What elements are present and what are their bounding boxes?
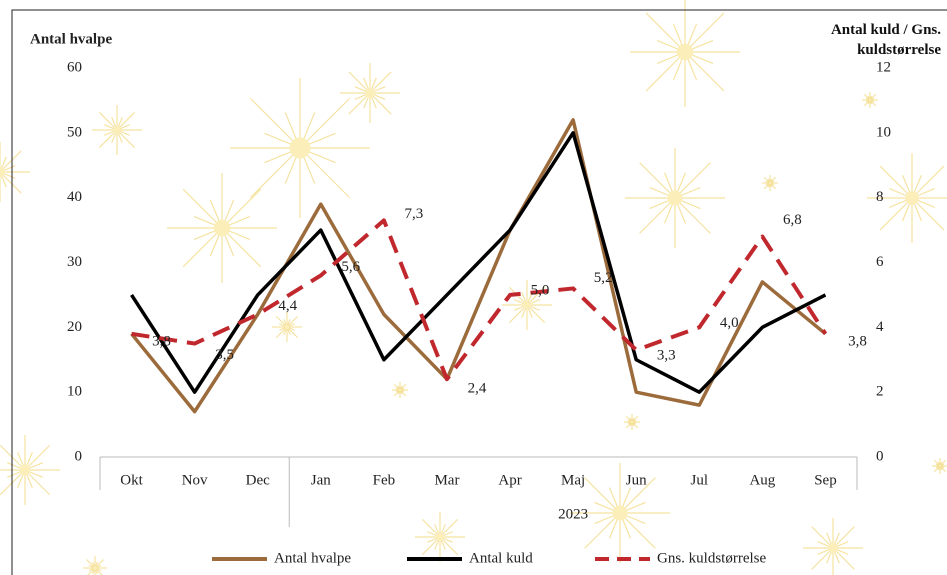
sparkle-core bbox=[869, 99, 871, 101]
y2-tick-label: 8 bbox=[876, 189, 884, 205]
y2-tick-label: 10 bbox=[876, 124, 891, 140]
sparkle-core bbox=[399, 389, 401, 391]
sparkle-ray bbox=[25, 470, 50, 495]
sparkle-ray bbox=[300, 148, 349, 197]
x-tick-label: Okt bbox=[120, 472, 143, 488]
sparkle-ray bbox=[222, 228, 261, 267]
y-tick-label: 40 bbox=[67, 189, 82, 205]
data-label: 4,4 bbox=[278, 298, 297, 314]
x-tick-label: Maj bbox=[561, 472, 585, 488]
sparkle-ray bbox=[422, 537, 440, 555]
sparkle-ray bbox=[422, 519, 440, 537]
sparkle-core bbox=[829, 544, 838, 553]
series-line bbox=[132, 133, 826, 392]
data-label: 3,8 bbox=[848, 333, 867, 349]
sparkle-ray bbox=[440, 537, 458, 555]
data-label: 3,3 bbox=[657, 347, 676, 363]
group-label: 2023 bbox=[558, 506, 588, 522]
x-tick-label: Mar bbox=[434, 472, 459, 488]
data-label: 4,0 bbox=[720, 315, 739, 331]
x-tick-label: Sep bbox=[814, 472, 837, 488]
sparkle-ray bbox=[509, 305, 527, 323]
y-tick-label: 20 bbox=[67, 319, 82, 335]
sparkle-core bbox=[668, 191, 683, 206]
y2-tick-label: 4 bbox=[876, 319, 884, 335]
sparkle-core bbox=[113, 126, 121, 134]
x-tick-label: Feb bbox=[373, 472, 396, 488]
data-label: 5,6 bbox=[341, 259, 360, 275]
page: Antal hvalpe 0 10 20 30 40 50 60 0 2 4 6 8 10 12 Okt No… bbox=[0, 0, 947, 575]
x-tick-label: Apr bbox=[498, 472, 521, 488]
sparkle-ray bbox=[833, 527, 854, 548]
legend-label: Antal hvalpe bbox=[274, 550, 351, 566]
chart: Antal hvalpe 0 10 20 30 40 50 60 0 2 4 6 8 10 12 Okt No… bbox=[0, 0, 947, 575]
sparkles bbox=[0, 0, 947, 575]
sparkle-core bbox=[939, 465, 941, 467]
x-tick-label: Aug bbox=[749, 472, 775, 488]
sparkle-core bbox=[285, 325, 290, 330]
y-tick-label: 30 bbox=[67, 254, 82, 270]
data-label: 3,8 bbox=[152, 333, 171, 349]
data-label: 2,4 bbox=[468, 381, 487, 397]
sparkle-core bbox=[214, 220, 231, 237]
sparkle-core bbox=[366, 89, 375, 98]
data-label: 5,2 bbox=[594, 270, 613, 286]
data-label: 6,8 bbox=[783, 212, 802, 228]
legend-label: Gns. kuldstørrelse bbox=[657, 550, 766, 566]
sparkle-ray bbox=[812, 548, 833, 569]
x-tick-label: Dec bbox=[246, 472, 270, 488]
sparkle-ray bbox=[0, 445, 25, 470]
y-tick-label: 60 bbox=[67, 59, 82, 75]
sparkle-core bbox=[523, 301, 531, 309]
sparkle-core bbox=[677, 44, 694, 61]
sparkle-ray bbox=[222, 189, 261, 228]
sparkle-ray bbox=[0, 470, 25, 495]
sparkle-core bbox=[93, 566, 97, 570]
sparkle-ray bbox=[117, 130, 135, 148]
y-tick-label: 0 bbox=[75, 448, 83, 464]
chart-frame bbox=[12, 10, 947, 575]
sparkle-core bbox=[631, 421, 633, 423]
data-label: 3,5 bbox=[215, 347, 234, 363]
y-tick-label: 50 bbox=[67, 124, 82, 140]
sparkle-ray bbox=[300, 99, 349, 148]
sparkle-ray bbox=[833, 548, 854, 569]
legend-label: Antal kuld bbox=[469, 550, 533, 566]
y-tick-label: 10 bbox=[67, 384, 82, 400]
sparkle-ray bbox=[183, 189, 222, 228]
sparkle-core bbox=[20, 465, 31, 476]
y2-tick-label: 12 bbox=[876, 59, 891, 75]
y2-tick-label: 6 bbox=[876, 254, 884, 270]
sparkle-core bbox=[769, 182, 771, 184]
sparkle-ray bbox=[251, 99, 300, 148]
sparkle-ray bbox=[440, 519, 458, 537]
sparkle-ray bbox=[183, 228, 222, 267]
sparkle-core bbox=[290, 138, 311, 159]
sparkle-ray bbox=[99, 130, 117, 148]
sparkle-core bbox=[436, 533, 444, 541]
y2-tick-label: 0 bbox=[876, 448, 884, 464]
y2-axis-label: Antal kuld / Gns. kuldstørrelse bbox=[781, 20, 941, 60]
sparkle-ray bbox=[251, 148, 300, 197]
data-label: 5,0 bbox=[531, 282, 550, 298]
x-tick-label: Jul bbox=[691, 472, 709, 488]
y-axis-label: Antal hvalpe bbox=[30, 31, 112, 47]
data-label: 7,3 bbox=[405, 206, 424, 222]
sparkle-core bbox=[613, 506, 628, 521]
series-line bbox=[132, 220, 826, 379]
sparkle-ray bbox=[25, 445, 50, 470]
sparkle-ray bbox=[812, 527, 833, 548]
x-tick-label: Nov bbox=[182, 472, 208, 488]
x-tick-label: Jun bbox=[626, 472, 647, 488]
y2-tick-label: 2 bbox=[876, 384, 884, 400]
sparkle-ray bbox=[527, 305, 545, 323]
sparkle-core bbox=[905, 191, 919, 205]
x-tick-label: Jan bbox=[311, 472, 331, 488]
